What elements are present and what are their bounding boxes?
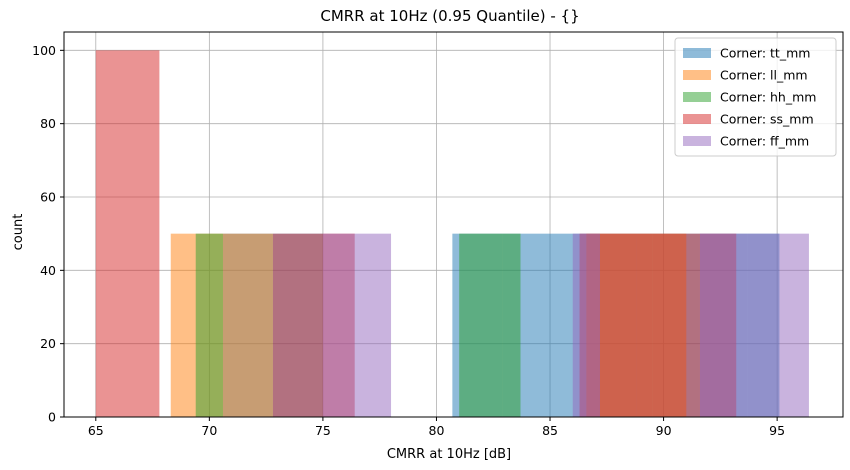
histogram-bar-series-4 [699, 233, 748, 417]
y-tick-label: 0 [48, 410, 56, 425]
histogram-bar-series-2 [195, 233, 223, 417]
histogram-bar-series-1 [222, 233, 273, 417]
y-tick-label: 40 [40, 263, 56, 278]
histogram-bar-series-4 [572, 233, 600, 417]
plot-frame [63, 31, 844, 418]
y-axis-label: count [11, 214, 26, 251]
legend-entry-label: Corner: ll_mm [720, 68, 808, 83]
histogram-bar-series-3 [95, 50, 160, 417]
legend-entry-label: Corner: hh_mm [720, 90, 816, 105]
x-tick-label: 65 [88, 423, 104, 438]
x-tick-label: 80 [429, 423, 445, 438]
legend-swatch [683, 48, 711, 58]
x-tick-label: 95 [769, 423, 785, 438]
legend-entry-label: Corner: ss_mm [720, 112, 814, 127]
x-tick-label: 75 [315, 423, 331, 438]
axis-ticks: 65 70 75 80 85 90 95 0 20 40 60 80 100 [32, 43, 785, 438]
legend-box [674, 37, 837, 157]
legend-entry-label: Corner: ff_mm [720, 134, 809, 149]
legend-swatch [683, 70, 711, 80]
legend-swatch [683, 114, 711, 124]
y-tick-label: 100 [32, 43, 56, 58]
x-tick-label: 85 [542, 423, 558, 438]
chart-title: CMRR at 10Hz (0.95 Quantile) - {} [320, 7, 579, 25]
legend-swatch [683, 92, 711, 102]
legend: Corner: tt_mm Corner: ll_mm Corner: hh_mm C… [674, 37, 837, 157]
histogram-bar-series-2 [459, 233, 521, 417]
histogram-bars [95, 50, 809, 417]
histogram-bar-series-4 [322, 233, 392, 417]
legend-swatch [683, 136, 711, 146]
y-tick-label: 60 [40, 190, 56, 205]
y-tick-label: 20 [40, 336, 56, 351]
x-tick-label: 90 [656, 423, 672, 438]
histogram-bar-series-4 [747, 233, 809, 417]
x-tick-label: 70 [201, 423, 217, 438]
legend-entry-label: Corner: tt_mm [720, 46, 810, 61]
x-axis-label: CMRR at 10Hz [dB] [387, 447, 511, 462]
y-tick-label: 80 [40, 116, 56, 131]
